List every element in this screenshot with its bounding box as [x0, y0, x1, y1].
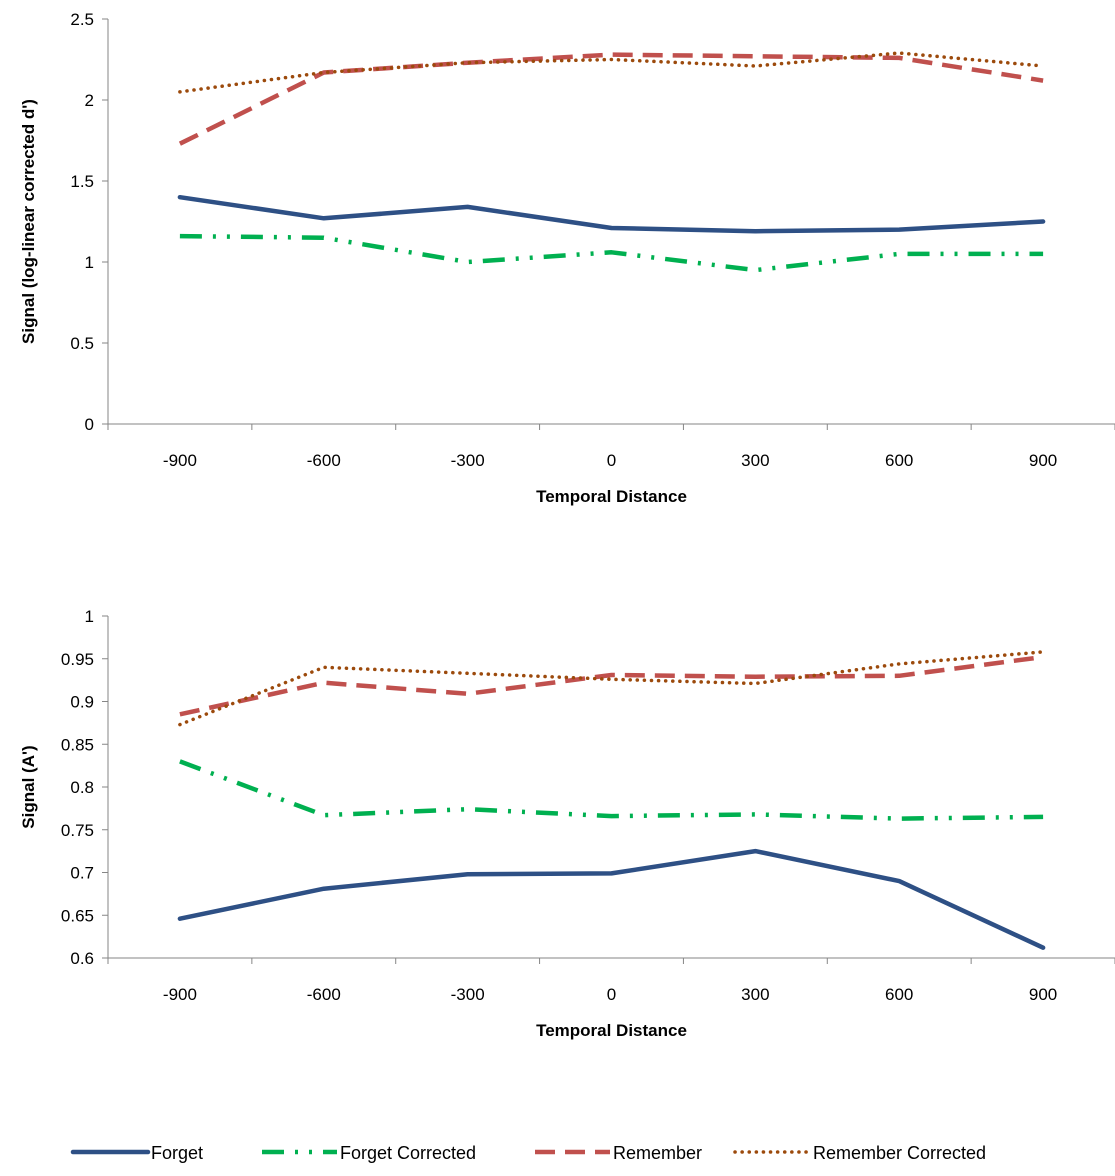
x-tick-label: 900: [1029, 985, 1057, 1004]
x-tick-label: 600: [885, 451, 913, 470]
y-tick-label: 0.8: [70, 778, 94, 797]
series-line-remember: [179, 654, 1044, 717]
y-tick-label: 0.9: [70, 693, 94, 712]
x-tick-label: 600: [885, 985, 913, 1004]
y-tick-label: 1: [85, 607, 94, 626]
series-line-remember: [178, 52, 1044, 146]
series-line-forget: [177, 194, 1046, 234]
legend: Forget Forget Corrected Remember Remember C…: [70, 1143, 986, 1163]
x-tick-label: -300: [451, 985, 485, 1004]
x-tick-label: -600: [307, 451, 341, 470]
series-line-forget: [177, 848, 1046, 950]
x-tick-label: -600: [307, 985, 341, 1004]
series-line-remember-corrected: [178, 51, 1045, 94]
y-tick-label: 2.5: [70, 10, 94, 29]
y-axis-title: Signal (log-linear corrected d'): [19, 99, 38, 344]
y-tick-label: 0.75: [61, 821, 94, 840]
x-tick-label: 0: [607, 451, 616, 470]
x-tick-label: -900: [163, 451, 197, 470]
x-tick-label: 300: [741, 451, 769, 470]
series-line-forget-corrected: [179, 233, 1044, 273]
top-chart: 0 0.5 1 1.5 2 2.5 -900 -600 -300 0 300 600 900 Tempor…: [19, 10, 1115, 506]
x-tick-label: 300: [741, 985, 769, 1004]
legend-label-remember-corrected: Remember Corrected: [813, 1143, 986, 1163]
series-line-remember-corrected: [178, 650, 1045, 727]
y-tick-label: 1.5: [70, 172, 94, 191]
x-axis-title: Temporal Distance: [536, 1021, 687, 1040]
x-axis-title: Temporal Distance: [536, 487, 687, 506]
x-tick-label: 900: [1029, 451, 1057, 470]
legend-label-forget-corrected: Forget Corrected: [340, 1143, 476, 1163]
x-tick-label: -300: [451, 451, 485, 470]
y-tick-label: 0.95: [61, 650, 94, 669]
bottom-chart: 0.6 0.65 0.7 0.75 0.8 0.85 0.9 0.95 1 -900 -600 -30…: [19, 607, 1115, 1040]
x-tick-label: -900: [163, 985, 197, 1004]
y-tick-label: 0: [85, 415, 94, 434]
y-tick-label: 0.65: [61, 906, 94, 925]
y-tick-label: 0.7: [70, 864, 94, 883]
legend-label-remember: Remember: [613, 1143, 702, 1163]
y-tick-label: 1: [85, 253, 94, 272]
legend-label-forget: Forget: [151, 1143, 203, 1163]
x-tick-label: 0: [607, 985, 616, 1004]
y-tick-label: 2: [85, 91, 94, 110]
y-tick-label: 0.85: [61, 735, 94, 754]
series-line-forget-corrected: [179, 759, 1044, 821]
y-tick-label: 0.5: [70, 334, 94, 353]
y-axis-title: Signal (A'): [19, 745, 38, 828]
y-tick-label: 0.6: [70, 949, 94, 968]
